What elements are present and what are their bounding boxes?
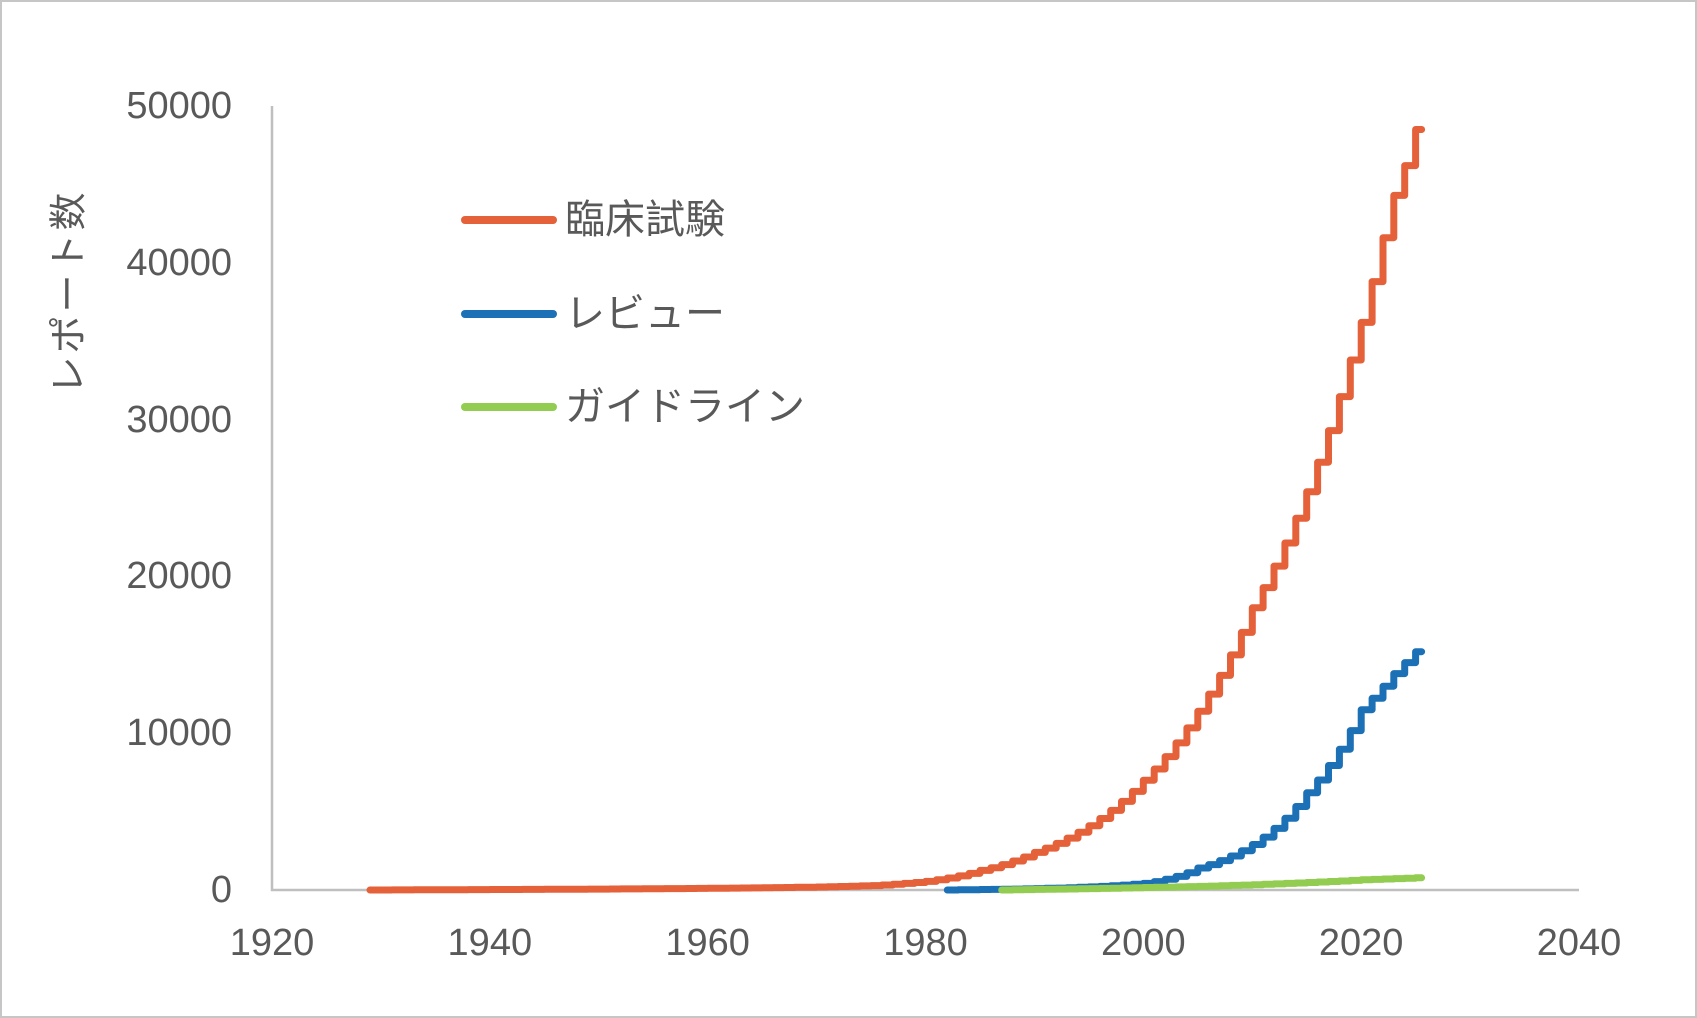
y-tick-label: 40000: [126, 241, 232, 284]
legend-label: レビュー: [565, 292, 725, 336]
y-tick-label: 30000: [126, 398, 232, 441]
legend-item-reviews: レビュー: [461, 290, 725, 338]
x-tick-label: 2020: [1318, 922, 1404, 964]
x-tick-label: 2040: [1536, 922, 1622, 964]
legend-line-swatch-orange: [461, 216, 557, 224]
legend-line-swatch-green: [461, 403, 557, 411]
legend-label: 臨床試験: [565, 198, 725, 242]
x-tick-label: 1960: [665, 922, 750, 964]
legend-item-clinical-trials: 臨床試験: [461, 196, 725, 244]
series-line-0: [366, 126, 1426, 894]
x-tick-label: 1980: [883, 922, 968, 964]
y-tick-label: 10000: [126, 712, 232, 755]
legend-item-guidelines: ガイドライン: [461, 383, 805, 431]
x-tick-label: 1920: [229, 922, 315, 964]
y-axis-title: レポート数: [48, 189, 91, 395]
y-tick-label: 20000: [126, 555, 232, 598]
series-line-1: [943, 648, 1426, 894]
y-tick-label: 0: [210, 869, 232, 911]
legend-label: ガイドライン: [565, 385, 805, 429]
y-tick-label: 50000: [126, 85, 232, 127]
series-line-2: [998, 874, 1426, 894]
x-tick-label: 2000: [1101, 922, 1186, 964]
x-tick-label: 1940: [447, 922, 533, 964]
legend-line-swatch-blue: [461, 310, 557, 318]
